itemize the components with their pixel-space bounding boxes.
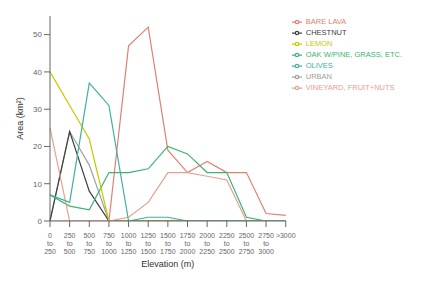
html-text:URBAN: URBAN: [305, 72, 332, 82]
svg-text:2250to2500: 2250to2500: [219, 232, 235, 255]
html-text:OLIVES: OLIVES: [305, 61, 333, 71]
svg-text:2750to3000: 2750to3000: [258, 232, 274, 255]
svg-text:1250to1500: 1250to1500: [140, 232, 156, 255]
svg-text:2000to2250: 2000to2250: [199, 232, 215, 255]
svg-text:250to500: 250to500: [64, 232, 76, 255]
svg-text:10: 10: [33, 180, 42, 189]
svg-text:1750to2000: 1750to2000: [180, 232, 196, 255]
html-text:CHESTNUT: CHESTNUT: [305, 28, 347, 37]
svg-text:40: 40: [33, 68, 42, 77]
svg-text:>3000: >3000: [276, 232, 296, 239]
svg-text:Area (km²): Area (km²): [15, 97, 25, 140]
svg-text:2500to2750: 2500to2750: [239, 232, 255, 255]
svg-text:20: 20: [33, 142, 42, 151]
html-text:VINEYARD, FRUIT+NUTS: VINEYARD, FRUIT+NUTS: [305, 83, 395, 93]
svg-text:1500to1750: 1500to1750: [160, 232, 176, 255]
html-text:OAK W/PINE, GRASS, ETC.: OAK W/PINE, GRASS, ETC.: [305, 50, 402, 59]
svg-text:750to1000: 750to1000: [101, 232, 117, 255]
html-text:LEMON: LEMON: [305, 39, 333, 48]
svg-text:50: 50: [33, 30, 42, 39]
html-text:BARE LAVA: BARE LAVA: [305, 17, 347, 26]
svg-text:500to750: 500to750: [83, 232, 95, 255]
svg-text:Elevation (m): Elevation (m): [141, 259, 194, 269]
svg-text:0to250: 0to250: [44, 232, 56, 255]
svg-text:1000to1250: 1000to1250: [121, 232, 137, 255]
svg-text:30: 30: [33, 105, 42, 114]
svg-text:0: 0: [38, 217, 43, 226]
